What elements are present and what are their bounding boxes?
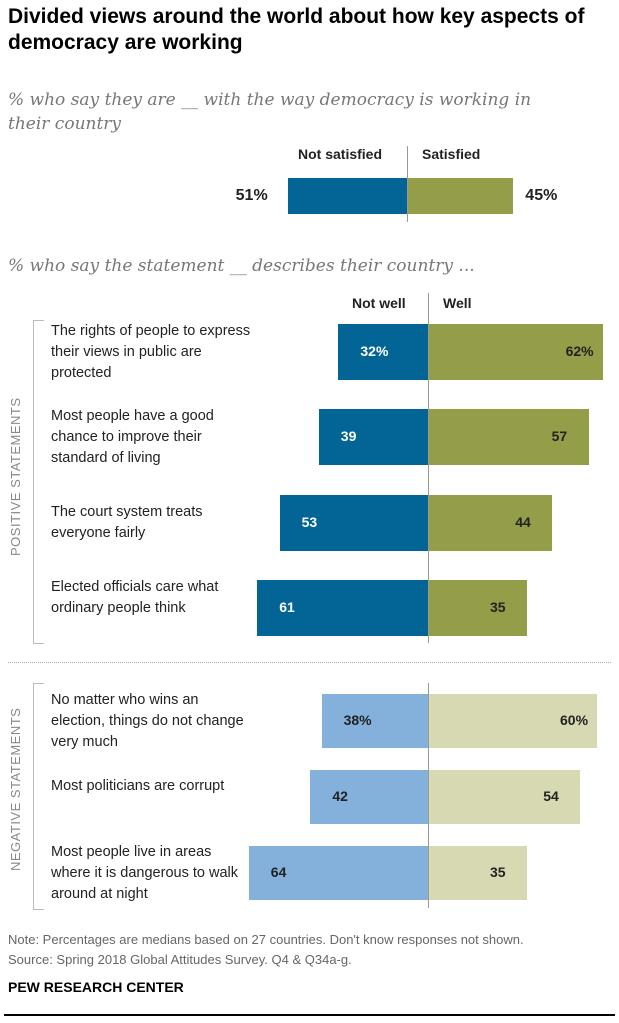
bar-well bbox=[429, 580, 527, 636]
statement-label: Elected officials care what ordinary peo… bbox=[51, 578, 219, 616]
value-label-not-well: 61 bbox=[279, 599, 295, 615]
axis-line-negative bbox=[428, 683, 429, 908]
value-label-well: 44 bbox=[515, 514, 531, 530]
legend-not-satisfied: Not satisfied bbox=[298, 146, 383, 162]
bar-not-well bbox=[310, 770, 428, 824]
statement-label: Most politicians are corrupt bbox=[51, 778, 225, 794]
value-label-well: 35 bbox=[490, 864, 506, 880]
bar-not-well bbox=[257, 580, 428, 636]
group-bracket bbox=[33, 683, 44, 910]
legend-not-well: Not well bbox=[352, 295, 406, 311]
bar-well bbox=[429, 324, 603, 380]
axis-line bbox=[407, 146, 408, 222]
footer-rule bbox=[4, 1014, 615, 1016]
value-label-well: 54 bbox=[543, 788, 559, 804]
group-divider bbox=[8, 662, 611, 663]
bar-satisfied bbox=[408, 178, 514, 214]
bar-well bbox=[429, 770, 581, 824]
legend-satisfied: Satisfied bbox=[422, 146, 481, 162]
axis-line-positive bbox=[428, 293, 429, 643]
bar-well bbox=[429, 846, 527, 900]
value-label-not-well: 32% bbox=[360, 343, 389, 359]
value-label-not-well: 53 bbox=[301, 514, 318, 530]
value-label-satisfied: 45% bbox=[525, 187, 558, 204]
bar-well bbox=[429, 694, 597, 748]
statement-label: The rights of people to express their vi… bbox=[51, 322, 251, 381]
subtitle-satisfaction: % who say they are __ with the way democ… bbox=[8, 90, 532, 134]
bar-well bbox=[429, 495, 553, 551]
bar-not-well bbox=[279, 495, 428, 551]
chart-title: Divided views around the world about how… bbox=[8, 5, 585, 54]
note-text: Note: Percentages are medians based on 2… bbox=[8, 932, 524, 947]
value-label-well: 60% bbox=[560, 712, 589, 728]
source-text: Source: Spring 2018 Global Attitudes Sur… bbox=[8, 952, 352, 967]
bar-not-well bbox=[318, 409, 428, 465]
subtitle-statements: % who say the statement __ describes the… bbox=[8, 256, 475, 276]
value-label-not-well: 39 bbox=[340, 428, 357, 444]
statement-label: No matter who wins an election, things d… bbox=[51, 691, 244, 750]
value-label-well: 57 bbox=[551, 428, 568, 444]
value-label-not-well: 42 bbox=[332, 788, 348, 804]
statement-label: Most people have a good chance to improv… bbox=[51, 407, 214, 466]
brand-logo-text: PEW RESEARCH CENTER bbox=[8, 979, 184, 995]
value-label-well: 35 bbox=[490, 599, 506, 615]
bar-not-satisfied bbox=[287, 178, 407, 214]
group-label: POSITIVE STATEMENTS bbox=[8, 397, 23, 556]
bar-not-well bbox=[338, 324, 428, 380]
value-label-not-well: 38% bbox=[343, 712, 372, 728]
bar-not-well bbox=[248, 846, 428, 900]
group-bracket bbox=[33, 320, 44, 644]
statement-label: Most people live in areas where it is da… bbox=[51, 843, 238, 902]
group-label: NEGATIVE STATEMENTS bbox=[8, 707, 23, 871]
legend-well: Well bbox=[443, 295, 472, 311]
value-label-well: 62% bbox=[565, 343, 594, 359]
value-label-not-satisfied: 51% bbox=[235, 187, 268, 204]
value-label-not-well: 64 bbox=[270, 864, 287, 880]
statement-label: The court system treats everyone fairly bbox=[51, 504, 203, 541]
bar-well bbox=[429, 409, 589, 465]
bar-not-well bbox=[321, 694, 428, 748]
